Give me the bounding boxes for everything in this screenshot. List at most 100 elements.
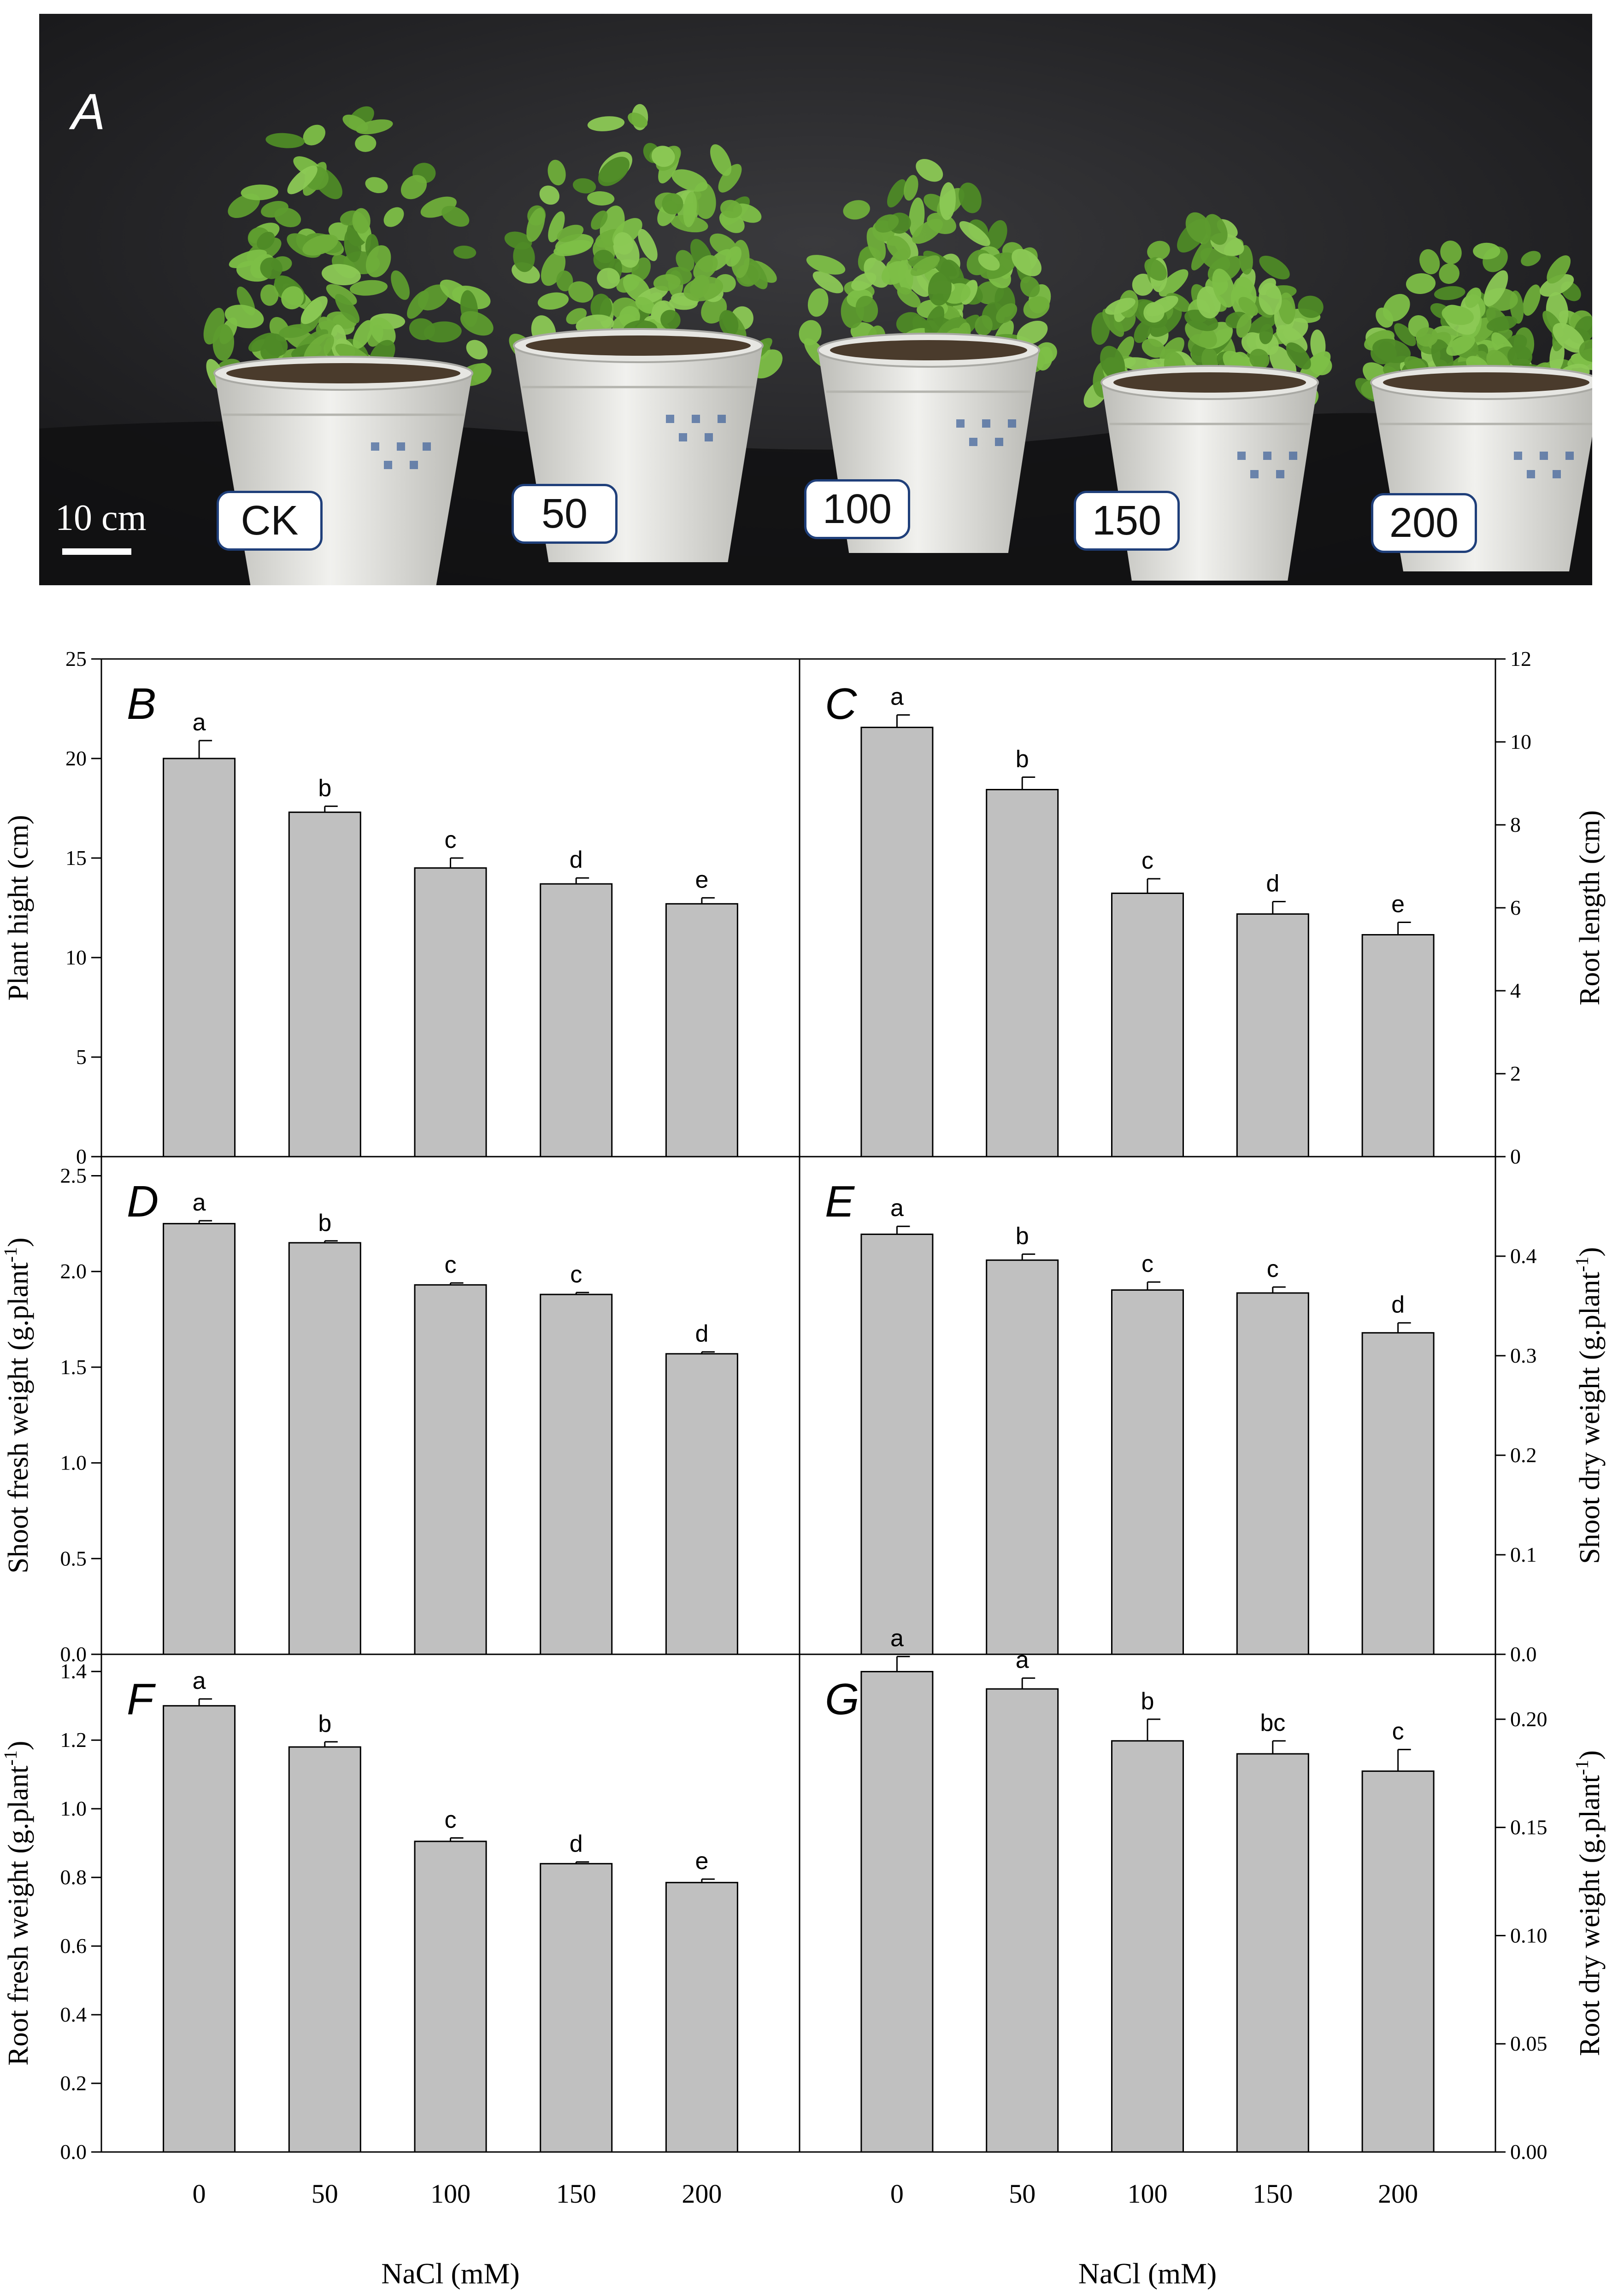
leaf [568,281,594,303]
panel-letter: E [825,1177,855,1226]
y-tick-label: 1.5 [60,1355,87,1379]
pot-pattern [982,419,990,428]
leaf [355,135,377,152]
leaf [1159,269,1189,297]
y-tick-label: 0.6 [60,1934,87,1958]
leaf [1434,286,1465,300]
x-tick-label: 200 [1378,2179,1418,2209]
pot-pattern [1237,452,1246,460]
leaf [303,124,325,146]
pot-pattern [1565,452,1574,460]
leaf [548,211,565,242]
leaf [718,164,742,193]
leaf [1259,323,1273,344]
significance-letter: d [1391,1292,1405,1318]
leaf [537,292,569,310]
pot-pattern [397,442,405,451]
leaf [1547,255,1571,284]
y-tick-label: 0.20 [1510,1707,1548,1731]
leaf [1523,284,1541,316]
y-tick-label: 10 [1510,730,1531,753]
leaf [229,249,267,268]
pot-pattern [371,442,379,451]
leaf [1144,259,1167,281]
leaf [671,169,708,192]
pot-pattern [969,438,977,446]
bar [288,1242,361,1655]
panel-letter: G [825,1675,859,1724]
y-tick-label: 5 [76,1045,87,1069]
leaf [557,224,584,242]
bar [860,727,934,1158]
leaf [1248,312,1279,335]
leaf [274,207,301,228]
y-tick-label: 1.0 [60,1797,87,1820]
leaf [683,191,697,228]
leaf [1278,292,1295,324]
plant-photo: A 10 cm [39,14,1592,585]
panel-letter: C [825,679,857,729]
leaf [1439,263,1460,284]
y-tick-label: 1.2 [60,1728,87,1752]
leaf [807,288,829,317]
leaf [1298,295,1324,318]
bar [540,1293,613,1655]
y-tick-label: 25 [65,647,87,670]
leaf [302,234,338,256]
y-tick-label: 0.2 [60,2071,87,2095]
pot-soil [1383,372,1589,393]
x-tick-label: 100 [1128,2179,1168,2209]
bar [1236,913,1309,1158]
leaf [725,246,742,267]
pot-label-200: 200 [1371,493,1477,553]
y-tick-label: 2 [1510,1062,1521,1085]
significance-letter: d [570,1831,583,1858]
leaf [1102,308,1124,337]
leaf [1143,302,1165,323]
scale-bar [62,548,131,555]
significance-letter: d [695,1321,708,1347]
significance-letter: a [890,1195,904,1222]
y-tick-label: 4 [1510,979,1521,1002]
bar [1361,1332,1435,1655]
bar [163,1223,236,1655]
leaf [996,303,1018,323]
y-tick-label: 0 [1510,1145,1521,1168]
pot-label-50: 50 [512,484,618,544]
leaf [1238,297,1258,316]
significance-letter: a [1016,1647,1029,1674]
y-axis-label: Root dry weight (g.plant-1) [1571,1750,1606,2056]
panel-f: 0.0 0.2 0.4 0.6 0.8 1.0 1.2 1.4 a b c d e F Root fresh… [0,1653,800,2290]
leaf [224,305,264,329]
leaf [1017,320,1048,345]
leaf [1147,241,1170,261]
leaf [1465,287,1482,308]
y-tick-label: 20 [65,747,87,770]
leaf [710,144,732,176]
bar [986,1259,1059,1655]
significance-letter: e [695,1848,708,1875]
significance-letter: d [570,847,583,873]
leaf [352,208,371,234]
pot-pattern [718,415,726,423]
leaf [1020,276,1040,298]
y-tick-label: 0.0 [60,1642,87,1666]
leaf [1521,251,1541,266]
leaf [460,311,494,336]
leaf [959,182,982,213]
leaf [683,276,724,301]
leaf [851,272,877,291]
leaf [1579,339,1592,362]
x-tick-label: 150 [556,2179,596,2209]
significance-letter: b [318,1210,331,1236]
leaf [335,294,360,323]
leaf [1105,298,1136,315]
y-axis-label: Root length (cm) [1574,810,1606,1005]
leaf [855,295,878,323]
leaf [453,246,477,259]
leaf [1394,323,1416,347]
leaf [924,306,945,337]
leaf [1142,338,1165,358]
leaf [1196,286,1221,319]
leaf [281,286,304,310]
